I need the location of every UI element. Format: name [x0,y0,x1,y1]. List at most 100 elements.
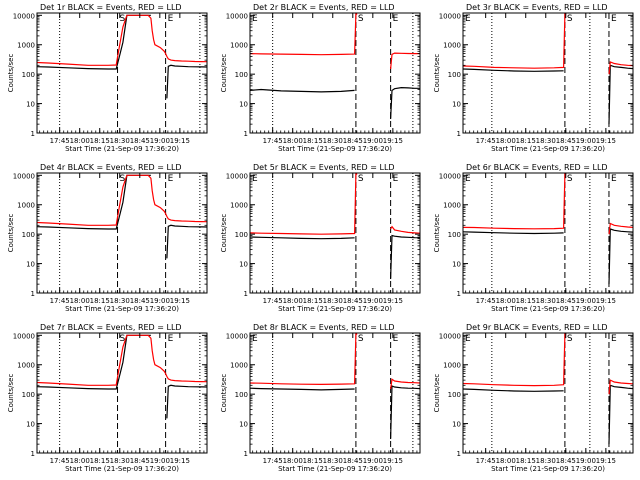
panel-9: Det 9r BLACK = Events, RED = LLD Counts/s… [433,323,634,473]
y-tick-label: 10000 [439,12,461,20]
x-axis-label: Start Time (21-Sep-09 17:36:20) [65,145,179,153]
marker-e-left-label: E [465,14,471,24]
series-events [463,384,633,445]
panel-8: Det 8r BLACK = Events, RED = LLD Counts/s… [220,323,421,473]
y-tick-label: 10000 [439,332,461,340]
marker-s-label: S [358,14,364,24]
series-lld [37,174,207,226]
marker-e-left-label: E [465,334,471,344]
y-axis-label: Counts/sec [433,54,441,93]
x-tick-label: 18:00 [496,137,516,145]
x-tick-label: 18:45 [556,137,576,145]
x-tick-label: 17:45 [263,457,283,465]
y-tick-label: 1000 [17,362,35,370]
panel-title: Det 2r BLACK = Events, RED = LLD [253,3,395,12]
x-tick-label: 19:00 [363,297,383,305]
y-tick-label: 1 [244,290,248,298]
y-tick-label: 10 [26,101,35,109]
x-tick-label: 18:30 [536,137,556,145]
y-tick-label: 1 [244,450,248,458]
x-tick-label: 18:00 [283,137,303,145]
plot-frame [462,12,634,134]
x-tick-label: 17:45 [50,457,70,465]
y-tick-label: 1000 [443,42,461,50]
x-tick-label: 18:45 [556,457,576,465]
x-tick-label: 19:15 [383,297,403,305]
y-tick-label: 1000 [17,202,35,210]
x-tick-label: 18:15 [516,297,536,305]
y-tick-label: 100 [22,231,35,239]
x-tick-label: 18:45 [130,457,150,465]
x-tick-label: 18:00 [70,457,90,465]
x-tick-label: 18:15 [516,137,536,145]
panel-title: Det 3r BLACK = Events, RED = LLD [466,3,608,12]
x-tick-label: 18:15 [90,137,110,145]
y-axis-label: Counts/sec [220,54,228,93]
series-events [250,234,420,280]
y-tick-label: 1 [244,130,248,138]
y-tick-label: 1000 [230,42,248,50]
x-axis-label: Start Time (21-Sep-09 17:36:20) [278,465,392,473]
y-axis-label: Counts/sec [220,214,228,253]
x-tick-label: 19:00 [576,457,596,465]
series-lld [250,333,420,390]
x-tick-label: 18:30 [323,457,343,465]
panel-4: Det 4r BLACK = Events, RED = LLD Counts/s… [7,163,208,313]
y-tick-label: 10000 [439,172,461,180]
panel-title: Det 4r BLACK = Events, RED = LLD [40,163,182,172]
y-tick-label: 1000 [443,202,461,210]
y-tick-label: 100 [22,391,35,399]
x-axis-label: Start Time (21-Sep-09 17:36:20) [491,145,605,153]
plot-frame [462,332,634,454]
y-tick-label: 10000 [13,172,35,180]
x-tick-label: 17:45 [50,137,70,145]
x-tick-label: 17:45 [476,297,496,305]
y-tick-label: 10 [452,261,461,269]
panel-title: Det 6r BLACK = Events, RED = LLD [466,163,608,172]
plot-frame [249,172,421,294]
series-lld [463,333,633,395]
y-axis-label: Counts/sec [433,214,441,253]
panel-3: Det 3r BLACK = Events, RED = LLD Counts/s… [433,3,634,153]
x-axis-label: Start Time (21-Sep-09 17:36:20) [278,145,392,153]
x-tick-label: 18:30 [323,297,343,305]
marker-e-label: E [168,334,174,344]
series-lld [37,14,207,66]
y-axis-label: Counts/sec [7,54,15,93]
y-tick-label: 1 [457,130,461,138]
marker-e-left-label: E [252,334,258,344]
plot-frame [249,12,421,134]
panel-1: Det 1r BLACK = Events, RED = LLD Counts/s… [7,3,208,153]
x-tick-label: 17:45 [263,297,283,305]
series-events [250,86,420,120]
panel-6: Det 6r BLACK = Events, RED = LLD Counts/s… [433,163,634,313]
x-tick-label: 17:45 [50,297,70,305]
series-events [463,64,633,125]
series-lld [37,334,207,386]
y-tick-label: 10 [239,101,248,109]
y-tick-label: 10 [26,421,35,429]
marker-e-label: E [611,14,617,24]
y-tick-label: 10 [239,261,248,269]
x-tick-label: 18:15 [90,457,110,465]
x-tick-label: 18:15 [90,297,110,305]
y-tick-label: 1 [457,290,461,298]
panel-2: Det 2r BLACK = Events, RED = LLD Counts/s… [220,3,421,153]
series-lld [463,13,633,75]
marker-s-label: S [567,334,573,344]
y-tick-label: 1000 [230,362,248,370]
marker-s-label: S [567,14,573,24]
x-tick-label: 19:15 [170,137,190,145]
x-tick-label: 18:15 [516,457,536,465]
x-tick-label: 18:30 [536,297,556,305]
y-tick-label: 1000 [443,362,461,370]
series-lld [463,173,633,235]
y-tick-label: 100 [235,391,248,399]
x-tick-label: 19:15 [596,457,616,465]
plot-frame [36,12,208,134]
x-axis-label: Start Time (21-Sep-09 17:36:20) [278,305,392,313]
y-axis-label: Counts/sec [433,374,441,413]
x-tick-label: 19:15 [383,457,403,465]
marker-s-label: S [567,174,573,184]
